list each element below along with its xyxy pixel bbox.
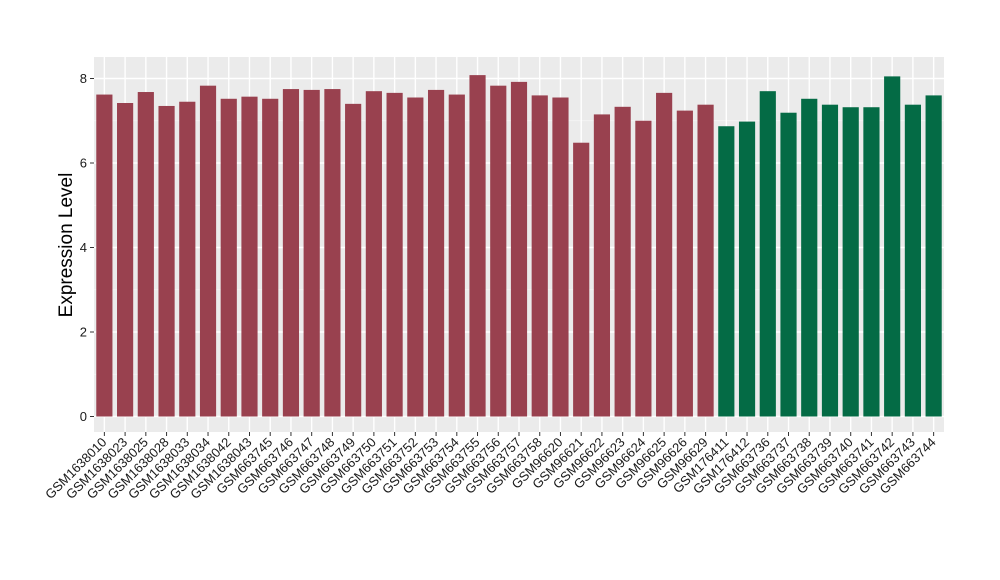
bar-GSM1638028 — [158, 105, 175, 417]
bar-GSM663744 — [925, 95, 942, 417]
y-axis-title: Expression Level — [56, 173, 77, 318]
bar-GSM96629 — [697, 104, 714, 417]
bar-GSM1638034 — [199, 85, 217, 417]
bar-GSM96624 — [635, 120, 652, 417]
y-tick-label: 8 — [80, 71, 87, 86]
bar-GSM663752 — [407, 97, 424, 417]
bar-GSM663749 — [345, 103, 362, 417]
bar-GSM96625 — [656, 92, 673, 417]
bar-GSM663742 — [884, 76, 901, 417]
bar-GSM96620 — [552, 97, 569, 417]
bar-GSM176412 — [738, 121, 756, 417]
bar-GSM663736 — [759, 91, 776, 417]
y-tick-label: 2 — [80, 325, 87, 340]
x-axis: GSM1638010GSM1638023GSM1638025GSM1638028… — [42, 432, 939, 502]
bar-GSM663753 — [427, 89, 445, 417]
bar-GSM663756 — [490, 85, 507, 417]
bar-GSM663743 — [904, 104, 921, 417]
bar-GSM663738 — [801, 98, 818, 417]
bar-GSM663741 — [863, 107, 880, 417]
bar-GSM663746 — [282, 89, 300, 417]
bar-GSM663740 — [842, 107, 859, 417]
bar-GSM663757 — [510, 81, 528, 417]
bar-GSM1638023 — [117, 103, 134, 417]
bar-GSM663754 — [448, 94, 465, 417]
bar-GSM663758 — [531, 95, 548, 417]
bar-GSM1638010 — [96, 94, 113, 417]
y-tick-label: 4 — [80, 240, 87, 255]
bar-GSM96626 — [676, 110, 693, 417]
y-tick-label: 6 — [80, 156, 87, 171]
bar-GSM663745 — [262, 98, 279, 417]
bar-GSM663751 — [386, 92, 403, 417]
bar-GSM1638042 — [220, 98, 237, 417]
bar-GSM663750 — [365, 91, 382, 417]
bar-GSM176411 — [718, 126, 735, 417]
bar-GSM663748 — [324, 89, 341, 417]
y-tick-label: 0 — [80, 409, 87, 424]
bar-GSM1638025 — [137, 92, 154, 417]
bar-GSM1638033 — [179, 101, 196, 417]
bar-GSM663737 — [780, 112, 797, 417]
bar-GSM96621 — [573, 142, 590, 417]
bar-GSM96623 — [614, 106, 631, 417]
y-axis: 0 2 4 6 8 — [80, 71, 94, 424]
bars — [96, 75, 942, 417]
bar-GSM96622 — [593, 114, 611, 417]
bar-GSM663747 — [303, 89, 320, 417]
bar-GSM663755 — [469, 75, 486, 417]
bar-GSM1638043 — [241, 96, 258, 417]
bar-GSM663739 — [821, 104, 839, 417]
